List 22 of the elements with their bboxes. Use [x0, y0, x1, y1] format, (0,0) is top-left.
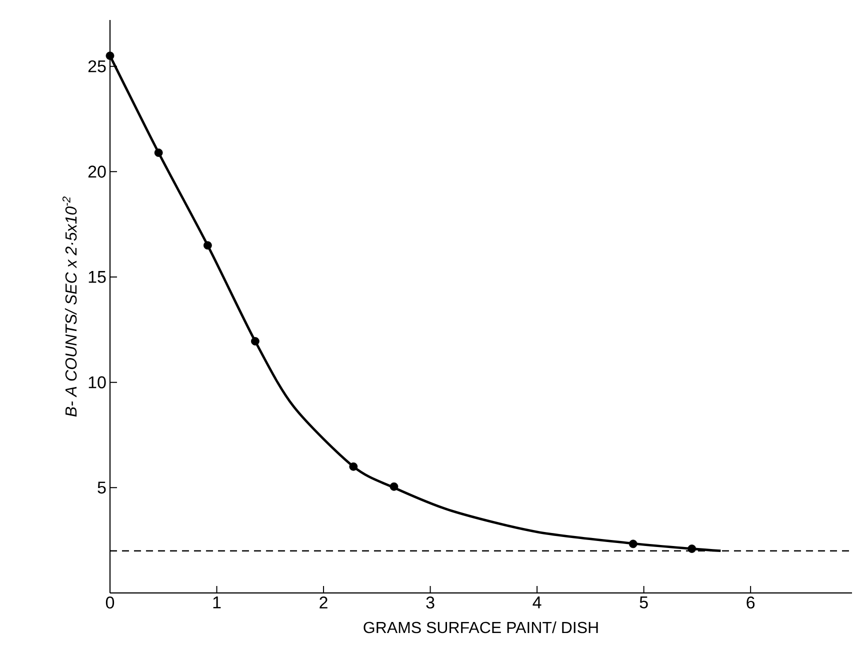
point	[628, 540, 638, 548]
point	[390, 482, 398, 491]
x-tick-label: 1	[213, 596, 221, 608]
point	[203, 241, 212, 250]
point	[349, 462, 358, 471]
y-tick-label: 15	[88, 271, 106, 283]
point	[154, 148, 163, 157]
point	[251, 337, 260, 346]
x-tick-label: 6	[746, 596, 755, 609]
x-tick-label: 3	[426, 596, 434, 609]
y-tick-label: 25	[88, 60, 106, 72]
point	[106, 52, 114, 60]
y-tick-label: 10	[88, 376, 106, 388]
x-tick-label: 5	[640, 596, 648, 608]
point	[688, 544, 696, 553]
x-axis-title: GRAMS SURFACE PAINT/ DISH	[364, 621, 598, 634]
y-tick-label: 5	[98, 482, 106, 494]
x-tick-label: 4	[532, 596, 542, 608]
x-tick-label: 2	[320, 596, 328, 608]
x-tick-label: 0	[106, 596, 114, 609]
y-tick-label: 20	[88, 166, 106, 178]
y-axis-title: B- A COUNTS/ SEC x 2·5x10$^{-2}$	[62, 196, 77, 417]
